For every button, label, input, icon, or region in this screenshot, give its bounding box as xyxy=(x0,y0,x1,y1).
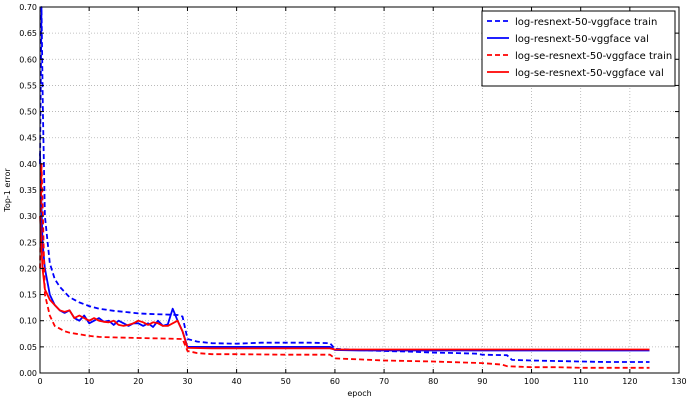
y-tick-label: 0.45 xyxy=(19,134,37,143)
x-tick-label: 80 xyxy=(428,377,438,386)
x-tick-label: 30 xyxy=(182,377,192,386)
x-tick-label: 0 xyxy=(37,377,42,386)
x-tick-label: 40 xyxy=(232,377,242,386)
y-tick-label: 0.50 xyxy=(19,108,37,117)
x-tick-label: 70 xyxy=(379,377,389,386)
y-tick-label: 0.60 xyxy=(19,55,37,64)
x-tick-label: 120 xyxy=(622,377,637,386)
y-tick-label: 0.05 xyxy=(19,343,37,352)
x-tick-label: 60 xyxy=(330,377,340,386)
y-tick-label: 0.25 xyxy=(19,238,37,247)
y-tick-label: 0.30 xyxy=(19,212,37,221)
series-line-3 xyxy=(39,216,650,351)
y-tick-label: 0.65 xyxy=(19,29,37,38)
x-tick-label: 90 xyxy=(477,377,487,386)
x-tick-label: 110 xyxy=(573,377,588,386)
y-tick-label: 0.70 xyxy=(19,3,37,12)
legend-label: log-resnext-50-vggface val xyxy=(515,34,649,45)
axis-ticks: 0 10 20 30 40 50 60 70 80 90 100 110 120 130 0.00 0.05 0… xyxy=(19,3,686,386)
series-line-2 xyxy=(39,162,650,369)
y-tick-label: 0.20 xyxy=(19,264,37,273)
x-tick-label: 50 xyxy=(281,377,291,386)
legend-box xyxy=(481,10,676,87)
legend-label: log-se-resnext-50-vggface train xyxy=(515,51,672,62)
legend-label: log-se-resnext-50-vggface val xyxy=(515,68,664,79)
x-tick-label: 100 xyxy=(524,377,539,386)
y-tick-label: 0.00 xyxy=(19,369,37,378)
y-tick-label: 0.15 xyxy=(19,291,37,300)
series-lines xyxy=(39,6,650,369)
y-tick-label: 0.40 xyxy=(19,160,37,169)
y-tick-label: 0.10 xyxy=(19,317,37,326)
x-tick-label: 10 xyxy=(84,377,94,386)
legend: log-resnext-50-vggface train log-resnext-… xyxy=(481,10,676,87)
x-tick-label: 20 xyxy=(133,377,143,386)
x-axis-label: epoch xyxy=(347,389,371,398)
y-tick-label: 0.55 xyxy=(19,81,37,90)
legend-label: log-resnext-50-vggface train xyxy=(515,17,657,28)
y-axis-label: Top-1 error xyxy=(3,168,12,213)
x-tick-label: 130 xyxy=(671,377,686,386)
series-line-0 xyxy=(39,6,650,363)
y-tick-label: 0.35 xyxy=(19,186,37,195)
